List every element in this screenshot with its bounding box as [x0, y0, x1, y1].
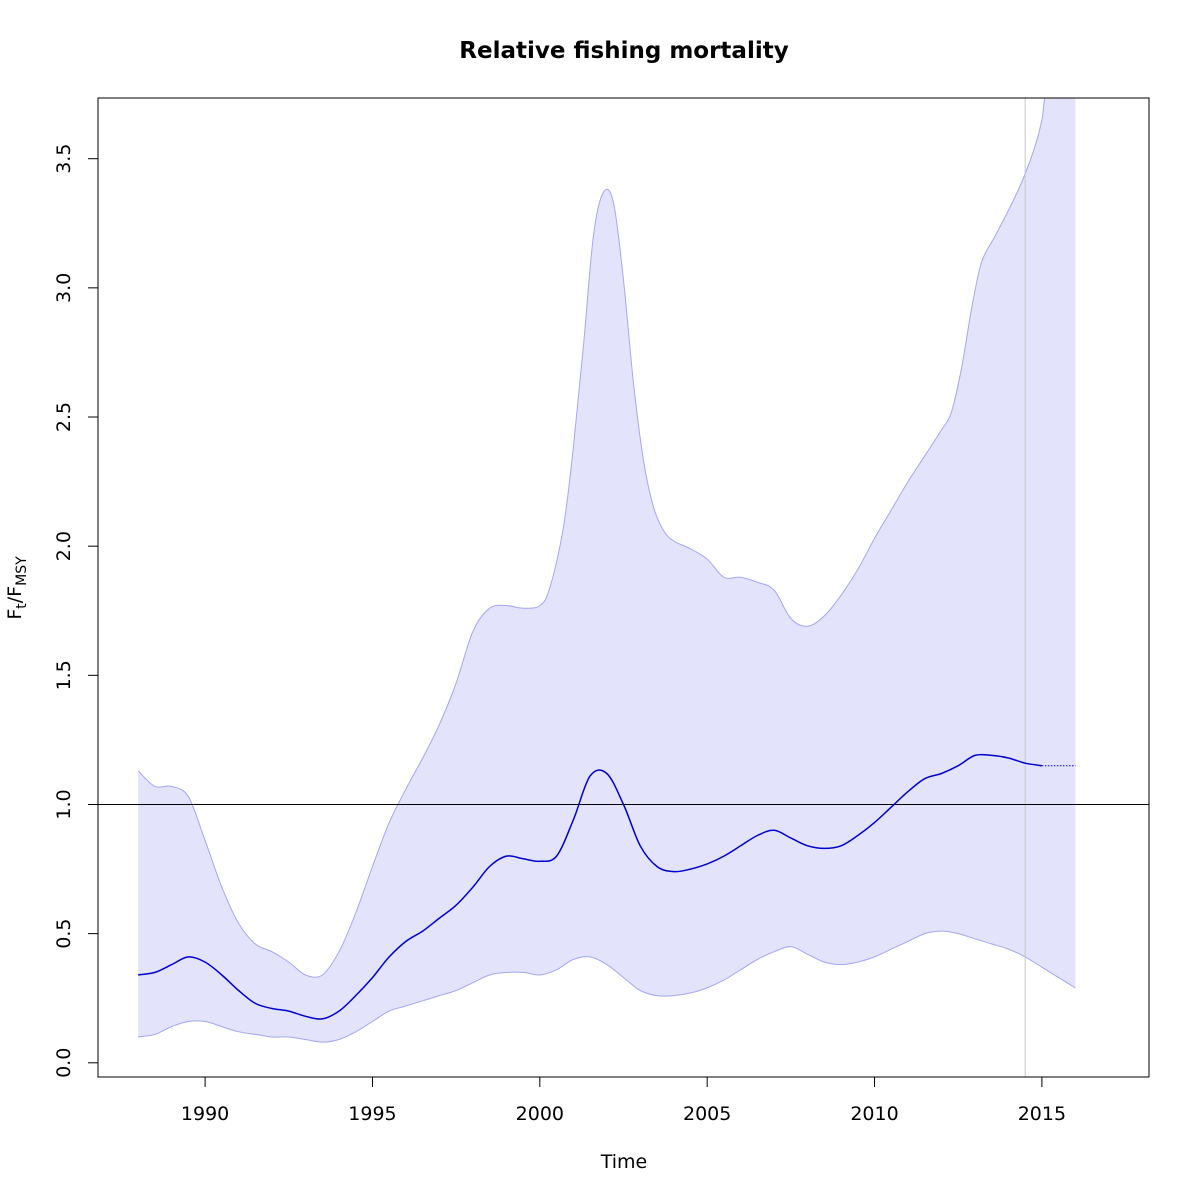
y-tick-label: 1.0: [53, 789, 75, 819]
y-tick-label: 3.5: [53, 144, 75, 174]
confidence-band-lower-edge: [138, 930, 1076, 1043]
y-tick-label: 1.5: [53, 660, 75, 690]
y-tick-label: 2.0: [53, 531, 75, 561]
y-axis-label-sub1: t: [14, 603, 30, 609]
y-tick-label: 3.0: [53, 273, 75, 303]
y-tick-label: 0.5: [53, 918, 75, 948]
x-tick-label: 2000: [516, 1103, 564, 1125]
x-tick-label: 2010: [850, 1103, 898, 1125]
fishing-mortality-estimate-line: [138, 753, 1043, 1020]
y-axis-label-sub2: MSY: [14, 556, 30, 586]
y-tick-label: 2.5: [53, 402, 75, 432]
confidence-band: [138, 98, 1076, 1043]
chart-title: Relative fishing mortality: [459, 38, 788, 64]
x-tick-label: 1990: [181, 1103, 229, 1125]
x-tick-label: 2015: [1018, 1103, 1066, 1125]
x-axis: 1990 1995 2000 2005 2010 2015: [181, 1076, 1066, 1125]
plot-area: [98, 98, 1149, 1077]
y-tick-label: 0.0: [53, 1048, 75, 1078]
y-axis-label-slash: /F: [4, 586, 26, 603]
x-axis-label: Time: [600, 1151, 648, 1173]
y-axis-label-main: F: [4, 609, 26, 620]
x-tick-label: 2005: [683, 1103, 731, 1125]
y-axis-label: Ft/FMSY: [4, 556, 30, 620]
x-tick-label: 1995: [348, 1103, 396, 1125]
y-axis: 0.0 0.5 1.0 1.5 2.0 2.5 3.0 3.5: [53, 144, 99, 1078]
confidence-band-upper-edge: [137, 98, 1046, 978]
